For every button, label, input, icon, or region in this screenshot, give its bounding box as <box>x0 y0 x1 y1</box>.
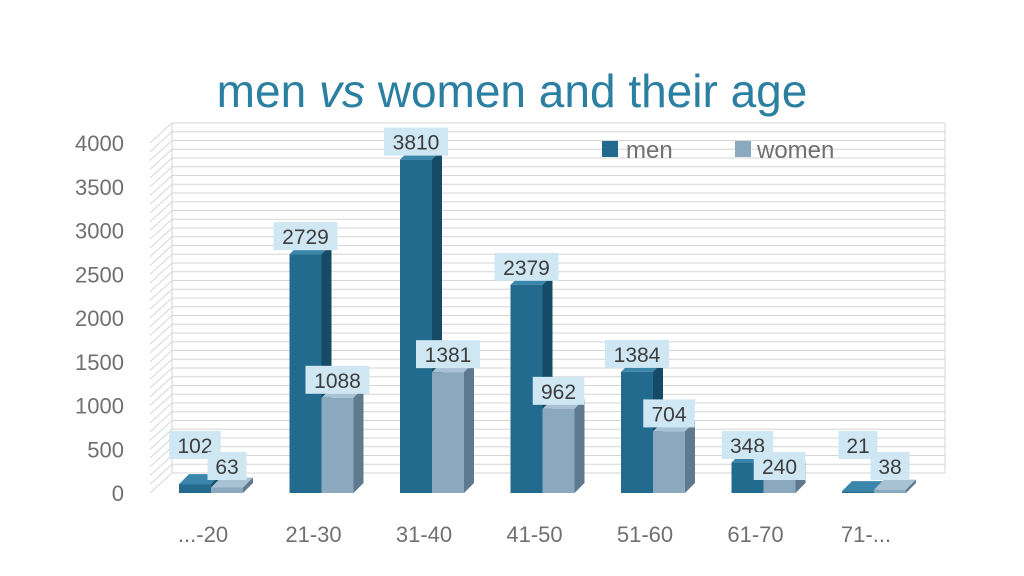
data-labels: 1026327291088381013812379962138470434824… <box>169 127 910 480</box>
x-category-label: 21-30 <box>285 522 341 547</box>
y-tick-label: 3000 <box>75 219 124 244</box>
bar-women-front <box>432 372 464 493</box>
data-label-women-text: 1088 <box>314 370 361 393</box>
bar-men-front <box>400 159 432 493</box>
x-category-label: ...-20 <box>178 522 228 547</box>
data-label-men-box <box>494 252 559 281</box>
data-label-women: 704 <box>643 399 695 428</box>
bars <box>179 149 916 493</box>
x-category-label: 71-... <box>841 522 891 547</box>
data-label-women-text: 962 <box>541 381 576 404</box>
bar-women-front <box>542 408 575 493</box>
data-label-men-text: 21 <box>846 435 869 458</box>
legend-swatch <box>735 141 751 157</box>
x-category-label: 51-60 <box>617 522 673 547</box>
bar-women <box>321 387 364 493</box>
bar-men-top <box>842 481 884 492</box>
legend: men women <box>602 137 834 164</box>
bar-women <box>874 479 916 493</box>
data-label-men-box <box>605 339 669 368</box>
y-tick-label: 1000 <box>75 394 124 419</box>
data-label-men-box <box>384 127 448 156</box>
data-label-men-text: 102 <box>177 435 212 458</box>
bar-women-front <box>321 397 354 493</box>
gridlines <box>149 122 946 494</box>
data-label-men-text: 2729 <box>282 226 329 249</box>
data-label-women-text: 38 <box>878 456 901 479</box>
data-label-men-text: 1384 <box>614 344 661 367</box>
data-label-men-text: 3810 <box>393 132 440 155</box>
legend-swatch <box>602 141 618 157</box>
data-label-women-box <box>753 452 806 480</box>
bar-women-front <box>653 431 685 493</box>
bar-women-top <box>874 479 916 490</box>
bar-women-side <box>574 398 585 493</box>
bar-women-side <box>464 362 474 493</box>
data-label-men: 21 <box>838 431 878 459</box>
bar-women <box>542 398 585 493</box>
data-label-men: 1384 <box>605 339 669 368</box>
bar-men-front <box>621 371 653 493</box>
y-tick-label: 0 <box>112 481 124 506</box>
data-label-women: 1088 <box>305 365 370 394</box>
bar-women <box>432 362 474 493</box>
bar-men <box>621 361 663 493</box>
data-label-men: 2729 <box>273 222 338 251</box>
bar-women-side <box>243 477 253 493</box>
data-label-women-text: 63 <box>215 456 238 479</box>
bar-men-front <box>842 491 874 493</box>
data-label-men: 2379 <box>494 252 559 281</box>
data-label-women-text: 240 <box>762 456 797 479</box>
bar-women <box>653 421 695 493</box>
bar-men-front <box>179 484 211 493</box>
data-label-women: 38 <box>870 452 910 480</box>
bar-women-front <box>211 487 243 493</box>
title-part-1: men <box>217 65 319 117</box>
bar-women-side <box>906 479 916 493</box>
title-part-2: vs <box>319 65 365 117</box>
x-category-label: 41-50 <box>506 522 562 547</box>
x-axis-categories: ...-20 21-30 31-40 41-50 51-60 61-70 71-... <box>178 522 891 547</box>
data-label-women-box <box>416 340 480 369</box>
data-label-women-text: 1381 <box>425 344 472 367</box>
y-tick-label: 1500 <box>75 350 124 375</box>
x-category-label: 61-70 <box>727 522 783 547</box>
data-label-women: 1381 <box>416 340 480 369</box>
data-label-men: 3810 <box>384 127 448 156</box>
legend-label: women <box>756 137 834 164</box>
legend-label: men <box>626 137 673 164</box>
data-label-women-box <box>870 452 910 480</box>
y-tick-label: 2000 <box>75 306 124 331</box>
y-tick-label: 2500 <box>75 262 124 287</box>
bar-women-front <box>874 489 906 493</box>
data-label-women-box <box>207 452 247 480</box>
bar-women-side <box>353 387 364 493</box>
y-axis-ticks: 0 500 1000 1500 2000 2500 3000 3500 4000 <box>75 131 124 506</box>
y-tick-label: 3500 <box>75 175 124 200</box>
y-tick-label: 4000 <box>75 131 124 156</box>
title-part-3: women and their age <box>365 65 807 117</box>
y-tick-label: 500 <box>87 437 124 462</box>
data-label-men-box <box>273 222 338 251</box>
data-label-women-box <box>532 376 585 405</box>
data-label-women: 240 <box>753 452 806 480</box>
data-label-women-box <box>305 365 370 394</box>
bar-women-side <box>685 421 695 493</box>
chart-title: men vs women and their age <box>217 65 808 117</box>
data-label-men-text: 2379 <box>503 257 550 280</box>
data-label-women: 962 <box>532 376 585 405</box>
data-label-women-box <box>643 399 695 428</box>
data-label-women-text: 704 <box>651 403 686 426</box>
data-label-women: 63 <box>207 452 247 480</box>
x-category-label: 31-40 <box>396 522 452 547</box>
